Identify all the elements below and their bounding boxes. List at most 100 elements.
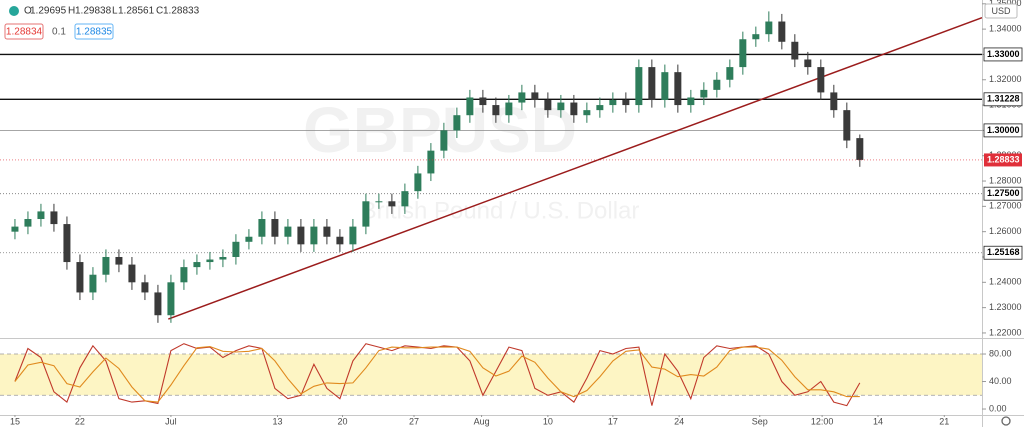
oscillator-band (0, 354, 982, 396)
candle-body (739, 39, 747, 68)
ohlc-value: 1.28833 (163, 6, 200, 17)
x-tick-label: Aug (474, 416, 490, 426)
candle-body (193, 262, 201, 268)
candle-body (466, 97, 474, 116)
candle-body (206, 259, 214, 263)
candle-body (37, 211, 45, 220)
currency-label[interactable]: USD (991, 6, 1011, 16)
level-label: 1.33000 (987, 49, 1020, 59)
x-tick-label: 27 (409, 416, 419, 426)
level-label-box (983, 186, 1023, 201)
candle-body (76, 262, 84, 293)
y-tick-label: 1.22000 (989, 327, 1022, 337)
candle-body (661, 72, 669, 101)
candle-body (323, 226, 331, 237)
candle-body (453, 115, 461, 131)
candle-body (258, 219, 266, 237)
candle-body (843, 110, 851, 141)
last-price-box (984, 153, 1022, 167)
axes: 1.350001.340001.330001.320001.310001.300… (10, 0, 1023, 426)
ohlc-key: C (156, 6, 163, 17)
candle-body (24, 219, 32, 227)
candle-body (336, 236, 344, 245)
x-tick-label: 21 (939, 416, 949, 426)
ohlc-value: 1.29695 (30, 6, 67, 17)
candle-body (817, 67, 825, 93)
y-tick-label: 1.24000 (989, 277, 1022, 287)
y-tick-label: 1.23000 (989, 302, 1022, 312)
x-tick-label: 10 (543, 416, 553, 426)
candle-body (635, 67, 643, 106)
candle-body (609, 100, 617, 106)
candle-body (440, 130, 448, 151)
candle-body (726, 67, 734, 80)
candle-body (167, 282, 175, 316)
level-label: 1.30000 (987, 125, 1020, 135)
ask-box (74, 23, 114, 40)
settings-gear[interactable] (1001, 416, 1011, 426)
y-tick-label: 1.28000 (989, 175, 1022, 185)
currency-button[interactable] (984, 3, 1018, 19)
ohlc-key: H (68, 6, 75, 17)
candle-body (778, 21, 786, 42)
candle-body (830, 92, 838, 111)
candle-body (427, 150, 435, 174)
x-tick-label: 22 (75, 416, 85, 426)
oscillator-panel (0, 343, 982, 407)
y-tick-label: 80.00 (989, 348, 1012, 358)
level-label: 1.25168 (987, 247, 1020, 257)
watermark-symbol: GBPUSD (303, 94, 577, 166)
level-label: 1.31228 (987, 94, 1020, 104)
candle-body (492, 105, 500, 116)
candle-body (531, 92, 539, 101)
candle-body (219, 256, 227, 260)
ohlc-key: O (24, 6, 32, 17)
candle-body (570, 102, 578, 116)
candle-body (388, 201, 396, 207)
candle-body (479, 97, 487, 106)
level-label-box (983, 47, 1023, 62)
x-tick-label: Sep (752, 416, 768, 426)
candle-body (765, 21, 773, 35)
x-tick-label: 24 (674, 416, 684, 426)
candle-body (648, 67, 656, 101)
y-tick-label: 1.32000 (989, 74, 1022, 84)
legend-header: 1.28834 0.1 1.28835 O1.29695 H 1.29838 L 1.2… (4, 6, 200, 40)
candle-body (11, 226, 19, 232)
level-label-box (983, 123, 1023, 138)
candle-body (375, 201, 383, 203)
symbol-icon (9, 6, 19, 16)
last-price-label: 1.28833 (987, 154, 1020, 164)
ohlc-key: L (112, 6, 118, 17)
candle-body (349, 226, 357, 245)
level-label-box (983, 92, 1023, 107)
trendline (168, 17, 983, 320)
candle-body (401, 191, 409, 207)
x-tick-label: 12:00 (811, 416, 834, 426)
bid-price: 1.28834 (6, 27, 43, 38)
x-tick-label: 15 (10, 416, 20, 426)
candle-body (791, 41, 799, 60)
candle-body (674, 72, 682, 106)
bid-box (4, 23, 44, 40)
candle-body (596, 105, 604, 111)
candle-body (804, 59, 812, 68)
candle-body (271, 219, 279, 237)
candle-body (232, 241, 240, 257)
candle-body (557, 102, 565, 111)
x-tick-label: 13 (272, 416, 282, 426)
level-label: 1.27500 (987, 188, 1020, 198)
candle-body (414, 173, 422, 192)
x-tick-label: 20 (337, 416, 347, 426)
candle-body (128, 264, 136, 283)
x-tick-label: 14 (873, 416, 883, 426)
candle-body (518, 92, 526, 103)
candle-body (63, 224, 71, 263)
oscillator-line (14, 345, 860, 403)
candle-body (362, 201, 370, 227)
candle-body (687, 97, 695, 106)
candle-body (622, 100, 630, 106)
x-tick-label: Jul (165, 416, 177, 426)
candle-body (856, 138, 864, 160)
